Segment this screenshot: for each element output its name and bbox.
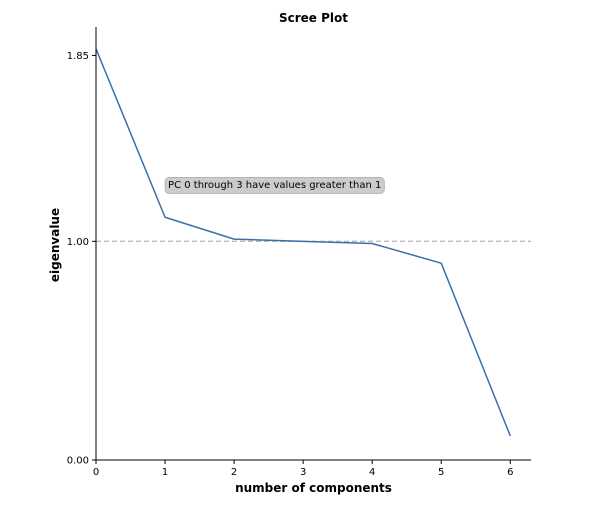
- y-tick-label: 0.00: [67, 456, 89, 467]
- y-tick-label: 1.00: [67, 237, 89, 248]
- x-axis-label: number of components: [235, 481, 392, 495]
- x-tick-label: 0: [93, 467, 99, 478]
- chart-title: Scree Plot: [279, 11, 348, 25]
- y-tick-label: 1.85: [67, 51, 89, 62]
- x-tick-label: 3: [300, 467, 306, 478]
- x-tick-label: 1: [162, 467, 168, 478]
- x-tick-label: 2: [231, 467, 237, 478]
- series-line: [95, 48, 511, 437]
- x-tick-label: 5: [438, 467, 444, 478]
- x-tick-label: 4: [369, 467, 375, 478]
- y-ticks: 0.00 1.00 1.85: [67, 51, 96, 467]
- series-layer: [95, 48, 511, 437]
- annotation-text: PC 0 through 3 have values greater than …: [168, 180, 381, 191]
- annotation-box: PC 0 through 3 have values greater than …: [164, 177, 385, 194]
- y-axis-label: eigenvalue: [48, 208, 62, 282]
- x-ticks: 0 1 2 3 4 5 6: [93, 460, 513, 478]
- x-tick-label: 6: [507, 467, 513, 478]
- annotation-background: [164, 177, 385, 194]
